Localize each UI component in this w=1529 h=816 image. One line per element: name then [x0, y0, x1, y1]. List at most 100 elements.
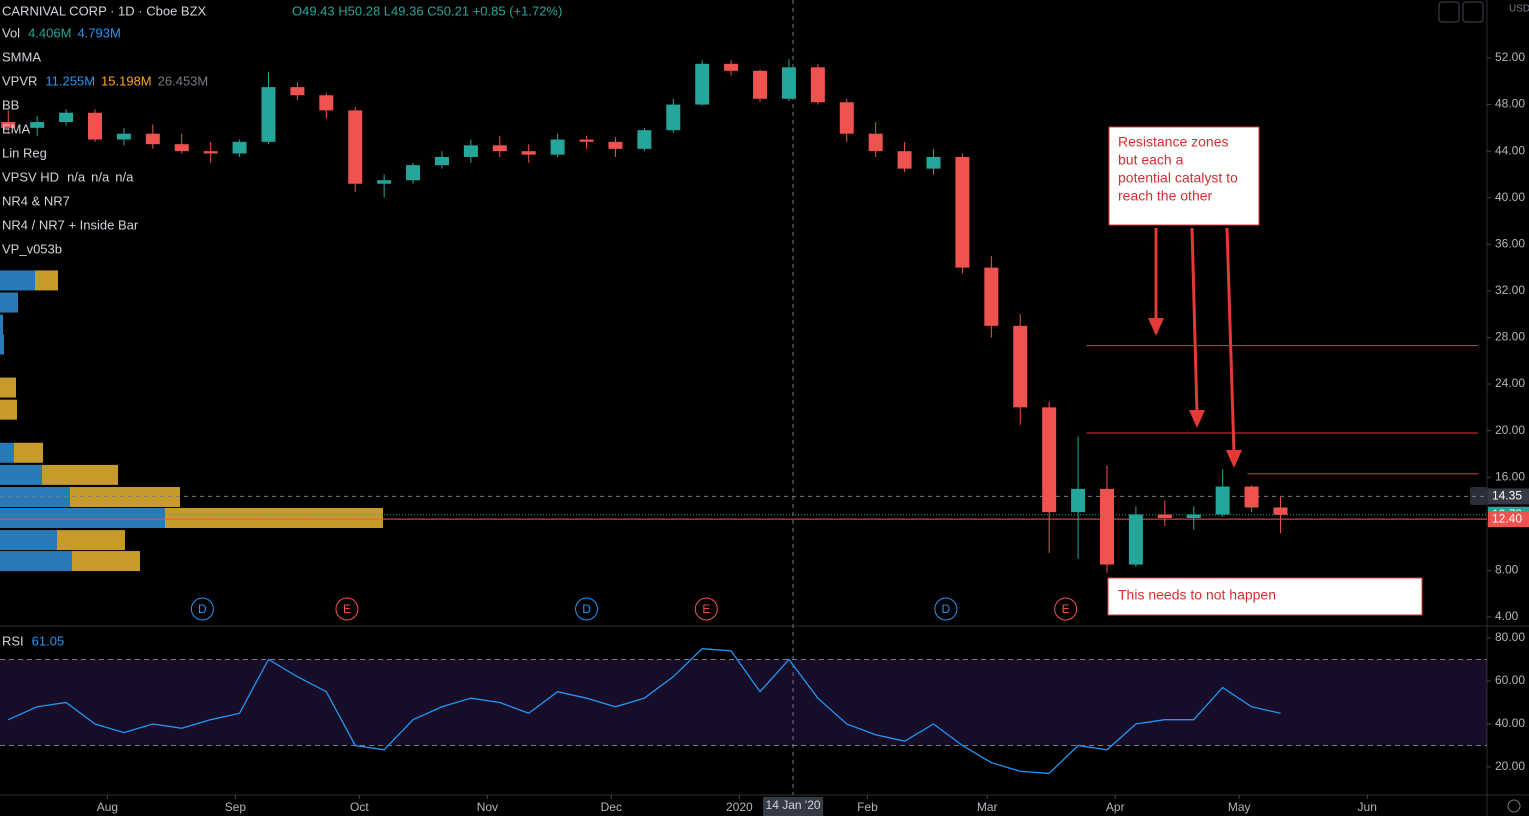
x-tick-label: Dec: [601, 800, 622, 814]
indicator-value: 15.198M: [101, 73, 152, 88]
annotation-box: [1107, 577, 1423, 616]
indicator-name: SMMA: [2, 49, 41, 64]
candle-body: [926, 156, 941, 169]
candle-body: [868, 133, 883, 152]
crosshair-label: 14 Jan '20: [766, 798, 821, 812]
y-tick-label: 40.00: [1495, 190, 1525, 204]
rsi-title: RSI: [2, 633, 24, 648]
arrow: [1225, 227, 1236, 455]
candle-body: [550, 139, 565, 155]
event-marker: [1054, 597, 1078, 621]
candle-body: [1244, 486, 1259, 508]
candle-body: [1215, 486, 1230, 515]
y-tick-label: 52.00: [1495, 50, 1525, 64]
event-marker: [335, 597, 359, 621]
y-tick-label: 28.00: [1495, 330, 1525, 344]
event-label: D: [582, 602, 591, 616]
x-tick-label: Feb: [857, 800, 878, 814]
annotation-box: [1108, 126, 1260, 226]
candle-body: [753, 70, 768, 99]
vp-down: [35, 270, 58, 291]
candle-body: [724, 63, 739, 71]
indicator-name: NR4 & NR7: [2, 193, 70, 208]
candle-body: [1013, 325, 1028, 408]
vp-up: [0, 314, 3, 335]
indicator-name: VP_v053b: [2, 241, 62, 256]
candle-body: [1071, 488, 1086, 513]
y-tick-label: 8.00: [1495, 563, 1519, 577]
price-label-bg: [1488, 488, 1529, 505]
indicator-value: n/a: [115, 169, 134, 184]
candle-body: [145, 133, 160, 145]
settings[interactable]: [1507, 799, 1521, 813]
event-marker: [694, 597, 718, 621]
button[interactable]: [1438, 1, 1460, 23]
vp-down: [42, 464, 118, 485]
candle-body: [781, 67, 796, 99]
rsi-tick-label: 80.00: [1495, 630, 1525, 644]
candle-body: [608, 141, 623, 149]
candle-body: [1099, 488, 1114, 565]
x-tick-label: Oct: [350, 800, 369, 814]
candle-body: [521, 151, 536, 155]
event-marker: [934, 597, 958, 621]
vp-up: [0, 551, 72, 572]
candle-body: [116, 133, 131, 140]
annotation-text: reach the other: [1118, 188, 1213, 204]
candle-body: [232, 141, 247, 154]
x-tick-label: Jun: [1358, 800, 1377, 814]
indicator-value: n/a: [67, 169, 86, 184]
event-label: E: [702, 602, 710, 616]
indicator-value: 4.406M: [28, 25, 71, 40]
add-button[interactable]: [1470, 487, 1488, 505]
y-tick-label: 4.00: [1495, 609, 1519, 623]
y-tick-label: 32.00: [1495, 283, 1525, 297]
candle-body: [30, 122, 45, 128]
indicator-name: NR4 / NR7 + Inside Bar: [2, 217, 139, 232]
candle-body: [377, 180, 392, 184]
candle-body: [88, 112, 103, 140]
candle-body: [492, 145, 507, 152]
candle-body: [897, 151, 912, 169]
indicator-value: 11.255M: [45, 73, 95, 88]
candle-body: [261, 87, 276, 142]
arrow-head: [1189, 410, 1205, 428]
candle-body: [839, 102, 854, 134]
vp-up: [0, 334, 4, 355]
indicator-name: Lin Reg: [2, 145, 47, 160]
event-marker: [190, 597, 214, 621]
y-tick-label: 36.00: [1495, 236, 1525, 250]
candle-body: [406, 165, 421, 181]
candle-body: [59, 112, 74, 123]
button[interactable]: [1462, 1, 1484, 23]
arrow-head: [1226, 450, 1242, 468]
candle-body: [1186, 514, 1201, 518]
vp-up: [0, 464, 42, 485]
candle-body: [203, 151, 218, 154]
annotation-text: Resistance zones: [1118, 134, 1229, 150]
vp-up: [0, 507, 165, 528]
annotation-text: but each a: [1118, 152, 1184, 168]
candle-body: [579, 139, 594, 142]
event-marker: [575, 597, 599, 621]
arrow: [1190, 227, 1199, 415]
indicator-name: BB: [2, 97, 19, 112]
vp-down: [57, 530, 125, 551]
rsi-line: [7, 648, 1281, 775]
vp-down: [0, 377, 16, 398]
toolbar[interactable]: [1438, 1, 1521, 813]
vp-up: [0, 270, 35, 291]
currency: USD: [1509, 4, 1529, 15]
x-tick-label: Aug: [97, 800, 118, 814]
annotations: Resistance zones but each a potential cata…: [1107, 126, 1423, 616]
event-label: E: [1062, 602, 1070, 616]
x-tick-label: Nov: [477, 800, 498, 814]
rsi-band: [0, 659, 1487, 746]
y-tick-label: 16.00: [1495, 469, 1525, 483]
title: CARNIVAL CORP · 1D · Cboe BZX: [2, 3, 207, 18]
x-tick-label: May: [1228, 800, 1251, 814]
y-tick-label: 44.00: [1495, 143, 1525, 157]
price-label: 14.35: [1492, 489, 1522, 503]
